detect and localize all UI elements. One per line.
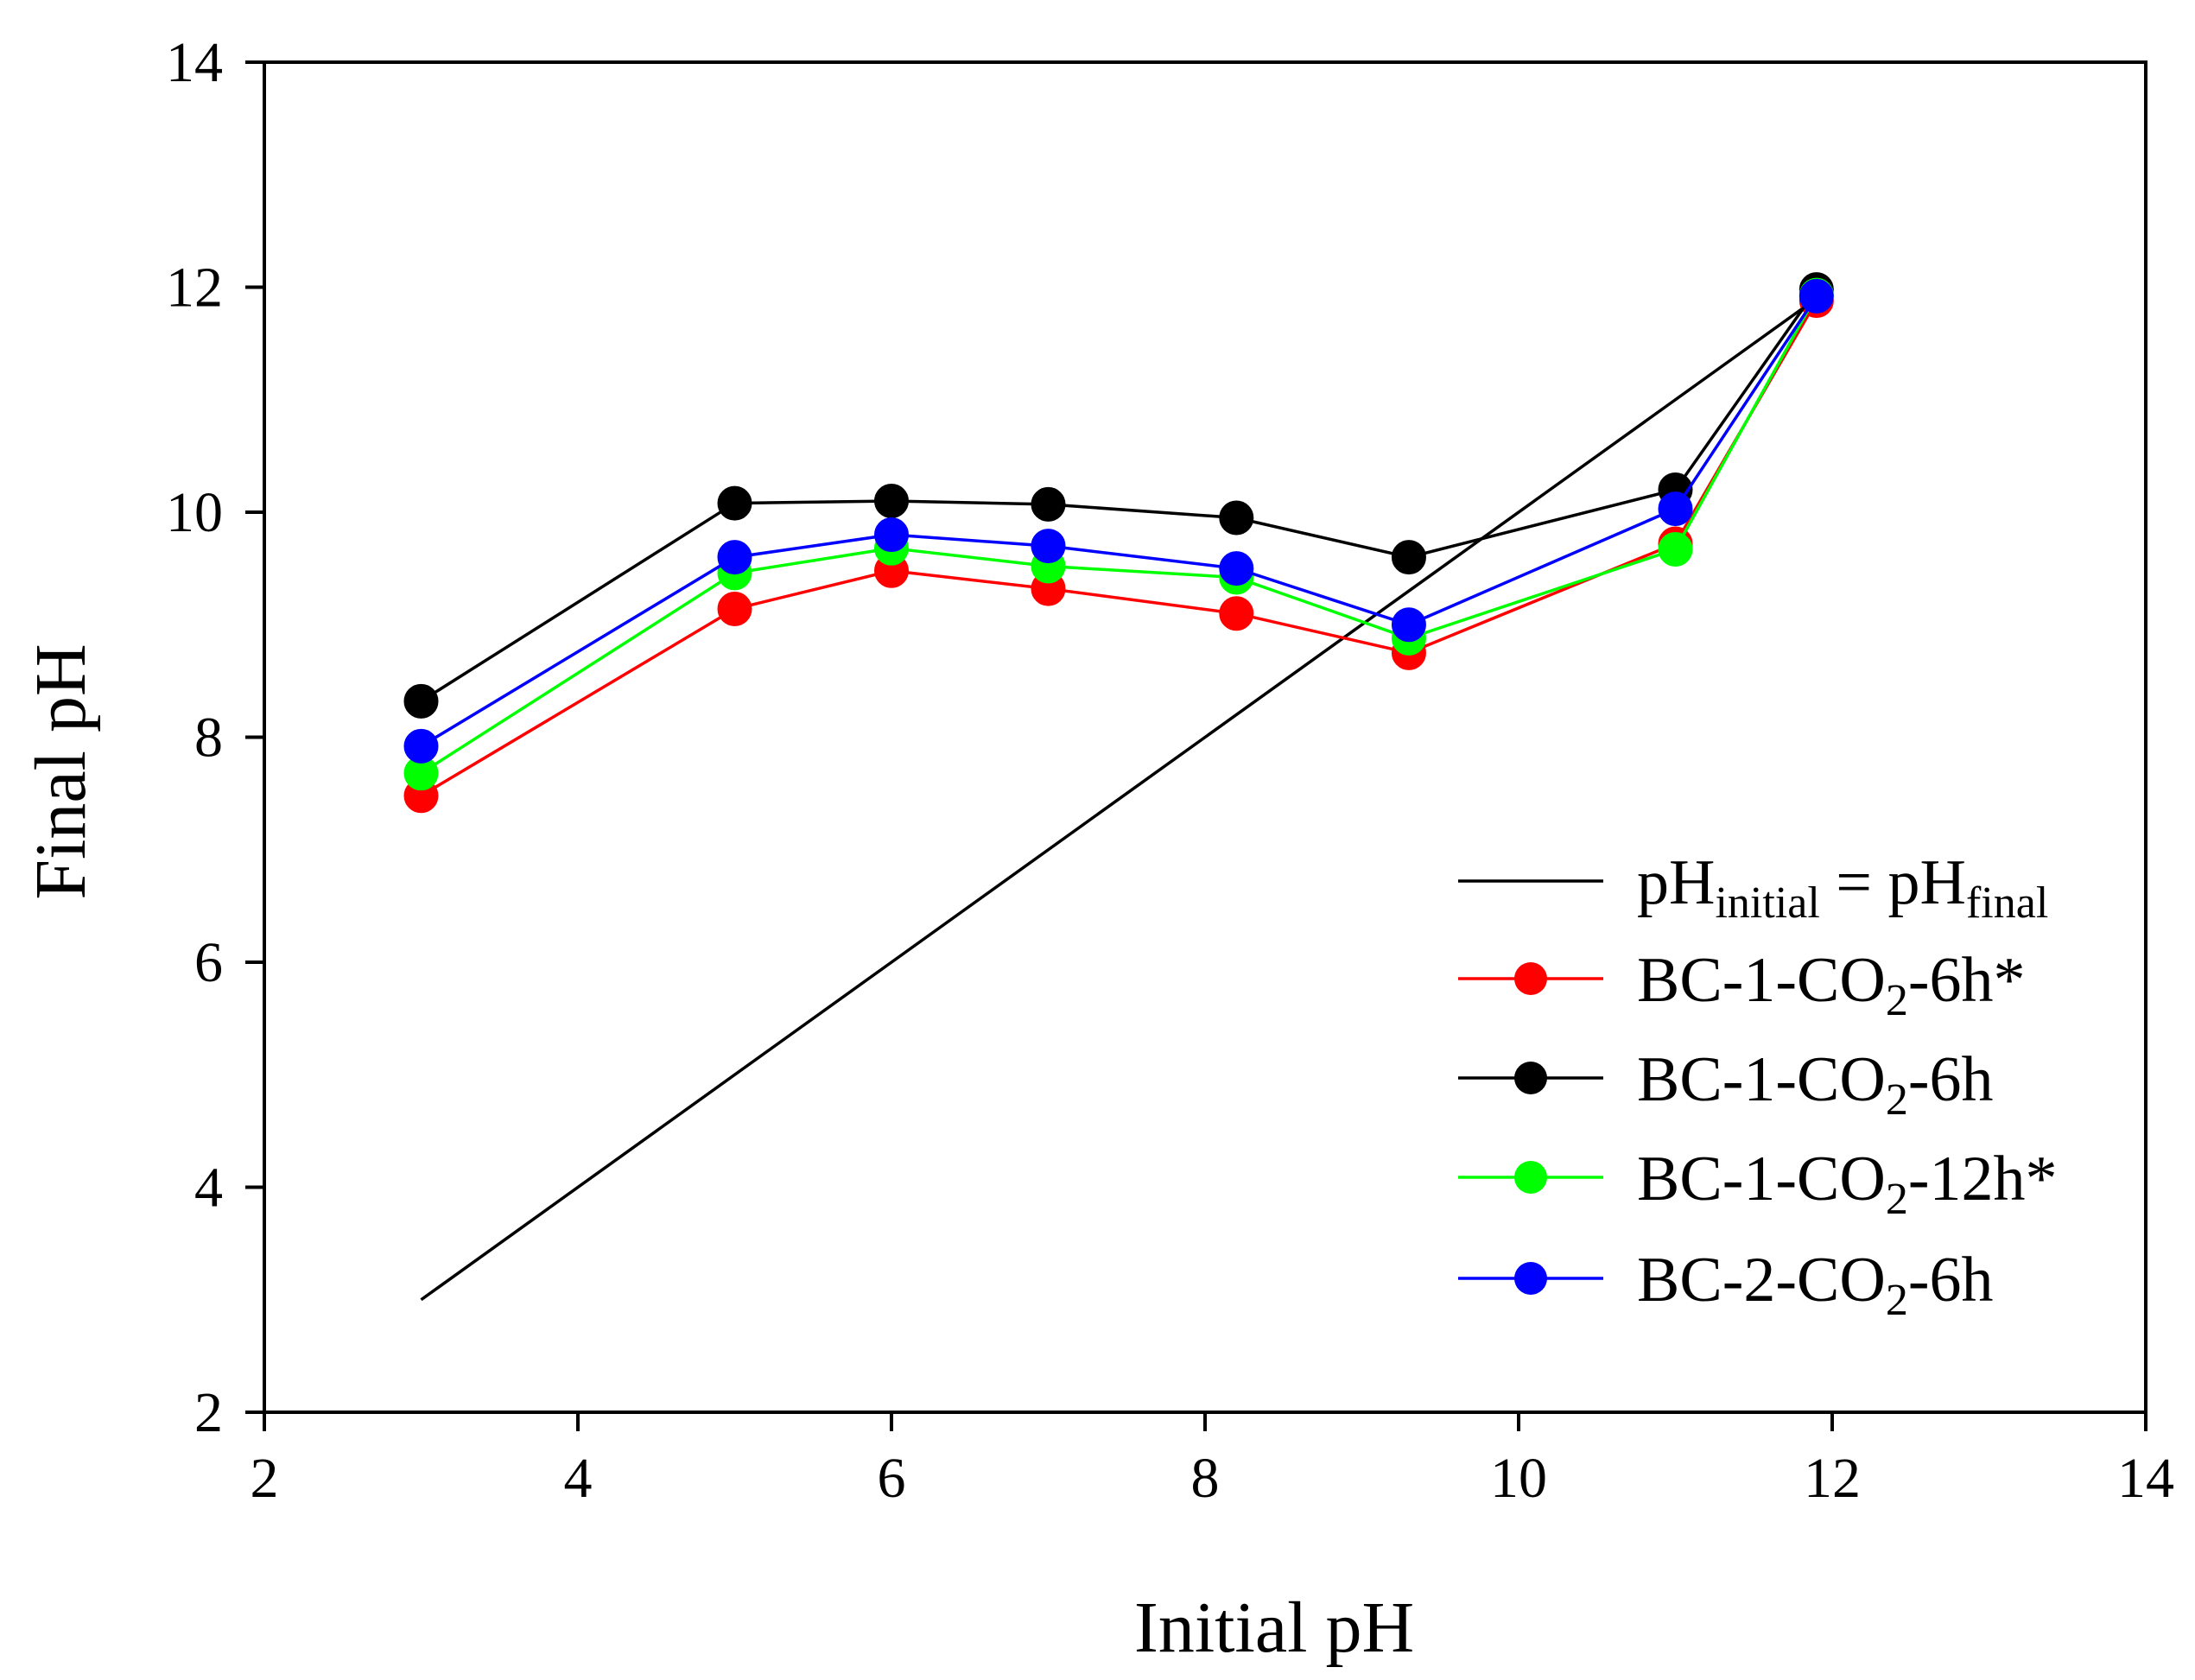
legend-label-part: 2 bbox=[1886, 1175, 1908, 1224]
legend-marker bbox=[1514, 1262, 1547, 1295]
data-point bbox=[874, 517, 909, 553]
series-line bbox=[420, 300, 1818, 797]
y-tick-label: 10 bbox=[166, 481, 223, 544]
x-tick-label: 2 bbox=[251, 1447, 279, 1510]
data-point bbox=[1658, 531, 1693, 567]
data-point bbox=[403, 683, 439, 719]
series-layer bbox=[403, 272, 1834, 1302]
legend-label-part: BC-1-CO bbox=[1637, 945, 1886, 1016]
legend-label-part: = pH bbox=[1820, 847, 1966, 918]
legend-label-part: -6h bbox=[1908, 1245, 1994, 1315]
legend-marker bbox=[1514, 1062, 1547, 1094]
legend-label-part: pH bbox=[1637, 847, 1715, 918]
legend-label-part: BC-2-CO bbox=[1637, 1245, 1886, 1315]
data-point bbox=[1799, 278, 1834, 314]
legend-label-part: initial bbox=[1715, 878, 1819, 928]
legend-label-part: 2 bbox=[1886, 976, 1908, 1025]
series-line bbox=[420, 294, 1818, 775]
data-point bbox=[1219, 551, 1254, 586]
legend-label-part: 2 bbox=[1886, 1075, 1908, 1125]
legend-label: BC-2-CO2-6h bbox=[1637, 1245, 1993, 1325]
data-point bbox=[1031, 486, 1066, 522]
legend-label-part: BC-1-CO bbox=[1637, 1144, 1886, 1214]
x-tick-label: 10 bbox=[1490, 1447, 1547, 1510]
axes: 2 4 6 8 10 12 14 2 4 6 8 10 12 14 Initial pH Final pH bbox=[21, 31, 2174, 1668]
series-4 bbox=[403, 278, 1834, 764]
y-tick-label: 2 bbox=[194, 1381, 223, 1444]
data-point bbox=[717, 485, 752, 521]
data-point bbox=[1219, 596, 1254, 631]
data-point bbox=[1391, 540, 1426, 575]
y-tick-label: 8 bbox=[194, 707, 223, 770]
y-tick-label: 4 bbox=[194, 1157, 223, 1220]
legend-label-part: -6h bbox=[1908, 1044, 1994, 1115]
legend-label: BC-1-CO2-6h bbox=[1637, 1044, 1993, 1125]
legend-label-part: BC-1-CO bbox=[1637, 1044, 1886, 1115]
legend-label-reference: pHinitial = pHfinal bbox=[1637, 847, 2048, 928]
data-point bbox=[1219, 500, 1254, 536]
series-2 bbox=[403, 272, 1834, 719]
legend-label: BC-1-CO2-12h* bbox=[1637, 1144, 2057, 1224]
y-tick-label: 12 bbox=[166, 257, 223, 320]
legend-label-part: final bbox=[1966, 878, 2048, 928]
data-point bbox=[717, 540, 752, 575]
reference-line bbox=[420, 286, 1834, 1302]
data-point bbox=[874, 483, 909, 518]
legend-marker bbox=[1514, 962, 1547, 995]
legend-label-part: 2 bbox=[1886, 1276, 1908, 1325]
data-point bbox=[717, 592, 752, 627]
legend-label-part: -12h* bbox=[1908, 1144, 2058, 1214]
data-point bbox=[1391, 607, 1426, 643]
y-axis-title: Final pH bbox=[21, 643, 101, 899]
legend: pHinitial = pHfinalBC-1-CO2-6h*BC-1-CO2-… bbox=[1458, 847, 2057, 1325]
legend-marker bbox=[1514, 1161, 1547, 1194]
x-axis-title: Initial pH bbox=[1134, 1588, 1414, 1668]
data-point bbox=[403, 728, 439, 764]
legend-label: BC-1-CO2-6h* bbox=[1637, 945, 2025, 1025]
legend-label-part: -6h* bbox=[1908, 945, 2026, 1016]
series-line bbox=[420, 288, 1818, 703]
series-1 bbox=[403, 283, 1834, 814]
x-tick-label: 8 bbox=[1191, 1447, 1220, 1510]
data-point bbox=[1658, 491, 1693, 527]
y-tick-label: 14 bbox=[166, 31, 223, 94]
y-tick-label: 6 bbox=[194, 931, 223, 994]
x-tick-label: 12 bbox=[1804, 1447, 1861, 1510]
series-line bbox=[420, 295, 1818, 748]
x-tick-label: 4 bbox=[564, 1447, 593, 1510]
x-tick-label: 6 bbox=[878, 1447, 906, 1510]
x-tick-label: 14 bbox=[2117, 1447, 2174, 1510]
data-point bbox=[1031, 529, 1066, 564]
